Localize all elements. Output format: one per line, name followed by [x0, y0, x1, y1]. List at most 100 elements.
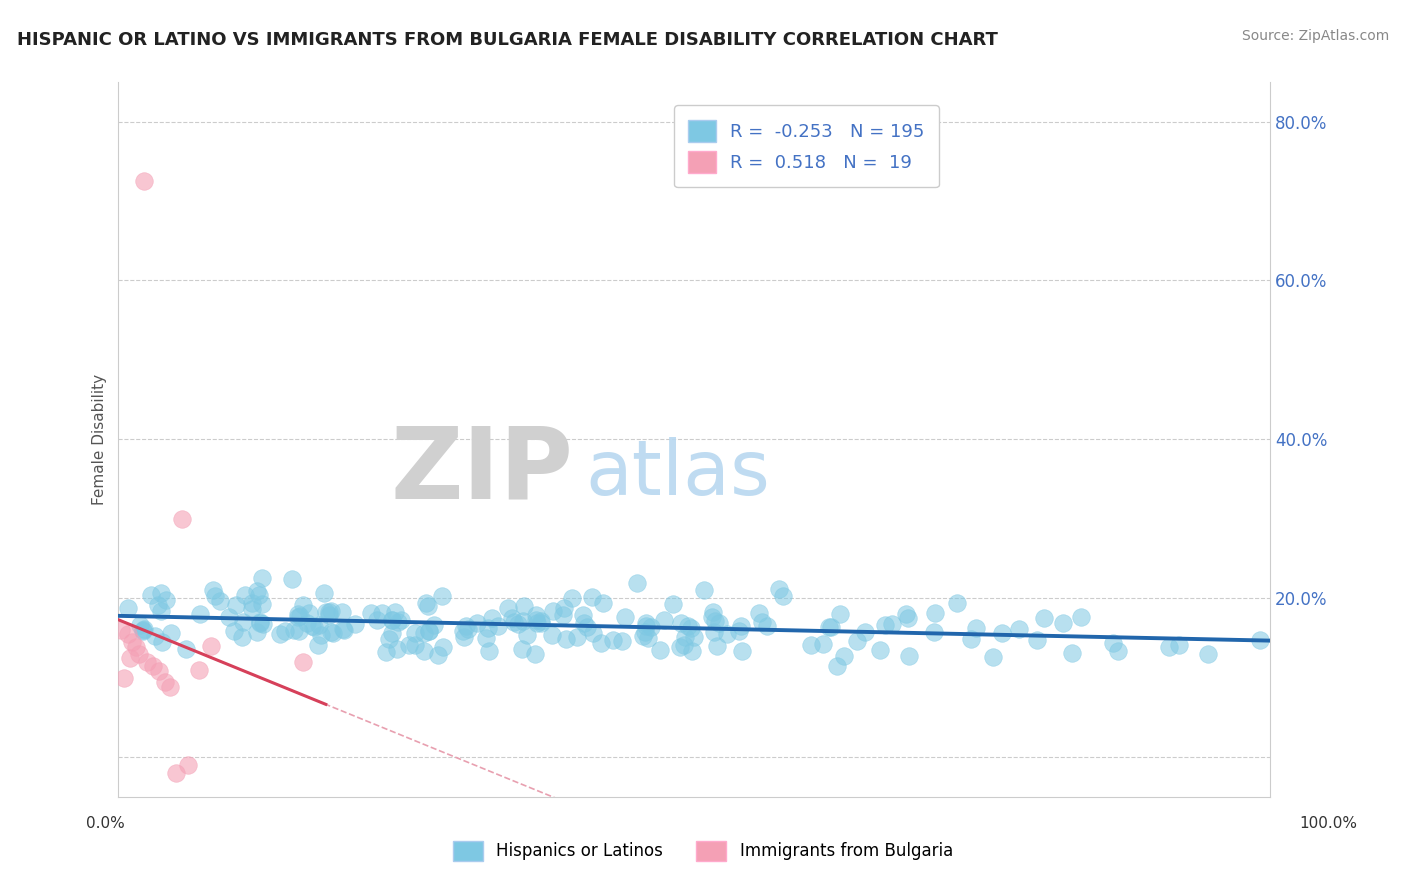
Point [240, 596, 263, 610]
Point [381, 613, 404, 627]
Point [924, 606, 946, 620]
Point [188, 607, 211, 621]
Point [512, 642, 534, 657]
Point [730, 619, 752, 633]
Point [110, 623, 132, 637]
Text: ZIP: ZIP [391, 423, 574, 520]
Point [240, 601, 263, 615]
Point [200, 639, 222, 653]
Point [247, 588, 270, 602]
Point [817, 620, 839, 634]
Legend: R =  -0.253   N = 195, R =  0.518   N =  19: R = -0.253 N = 195, R = 0.518 N = 19 [673, 105, 939, 187]
Point [922, 625, 945, 640]
Point [232, 615, 254, 629]
Point [302, 620, 325, 634]
Point [319, 604, 342, 618]
Point [131, 623, 153, 637]
Point [374, 645, 396, 659]
Point [751, 615, 773, 630]
Point [1007, 622, 1029, 636]
Point [112, 671, 135, 685]
Point [513, 599, 536, 613]
Point [118, 650, 141, 665]
Point [800, 638, 823, 652]
Point [330, 605, 353, 619]
Point [896, 607, 918, 621]
Point [301, 619, 323, 633]
Point [845, 634, 868, 648]
Point [148, 664, 170, 678]
Point [432, 640, 454, 655]
Point [418, 624, 440, 639]
Point [384, 605, 406, 619]
Point [398, 639, 420, 653]
Point [869, 643, 891, 657]
Point [454, 618, 477, 632]
Point [589, 635, 612, 649]
Point [153, 674, 176, 689]
Point [981, 649, 1004, 664]
Point [474, 632, 496, 646]
Point [204, 589, 226, 603]
Point [176, 758, 198, 772]
Point [125, 640, 148, 655]
Point [702, 605, 724, 619]
Point [1249, 632, 1271, 647]
Point [574, 616, 596, 631]
Point [626, 576, 648, 591]
Point [117, 601, 139, 615]
Point [772, 589, 794, 603]
Point [121, 635, 143, 649]
Point [576, 620, 599, 634]
Point [502, 615, 524, 630]
Point [731, 644, 754, 658]
Point [561, 591, 583, 606]
Point [1025, 633, 1047, 648]
Point [830, 607, 852, 621]
Point [318, 607, 340, 622]
Point [174, 641, 197, 656]
Point [387, 642, 409, 657]
Point [636, 619, 658, 633]
Point [652, 613, 675, 627]
Point [333, 624, 356, 638]
Point [693, 582, 716, 597]
Point [292, 599, 315, 613]
Point [602, 633, 624, 648]
Point [748, 606, 770, 620]
Text: Source: ZipAtlas.com: Source: ZipAtlas.com [1241, 29, 1389, 43]
Point [592, 596, 614, 610]
Point [959, 632, 981, 647]
Point [811, 637, 834, 651]
Point [132, 174, 155, 188]
Point [820, 620, 842, 634]
Point [554, 632, 576, 646]
Point [132, 624, 155, 639]
Point [853, 625, 876, 640]
Point [668, 640, 690, 655]
Point [526, 616, 548, 631]
Point [571, 607, 593, 622]
Point [553, 607, 575, 622]
Point [165, 765, 187, 780]
Point [728, 624, 751, 638]
Point [218, 610, 240, 624]
Point [453, 630, 475, 644]
Point [233, 588, 256, 602]
Point [150, 635, 173, 649]
Point [541, 604, 564, 618]
Point [673, 639, 696, 653]
Point [381, 626, 404, 640]
Point [678, 618, 700, 632]
Text: 0.0%: 0.0% [86, 816, 125, 830]
Point [322, 626, 344, 640]
Point [637, 631, 659, 645]
Point [965, 621, 987, 635]
Point [208, 594, 231, 608]
Point [832, 649, 855, 664]
Point [755, 619, 778, 633]
Point [501, 610, 523, 624]
Point [702, 610, 724, 624]
Point [481, 611, 503, 625]
Point [582, 626, 605, 640]
